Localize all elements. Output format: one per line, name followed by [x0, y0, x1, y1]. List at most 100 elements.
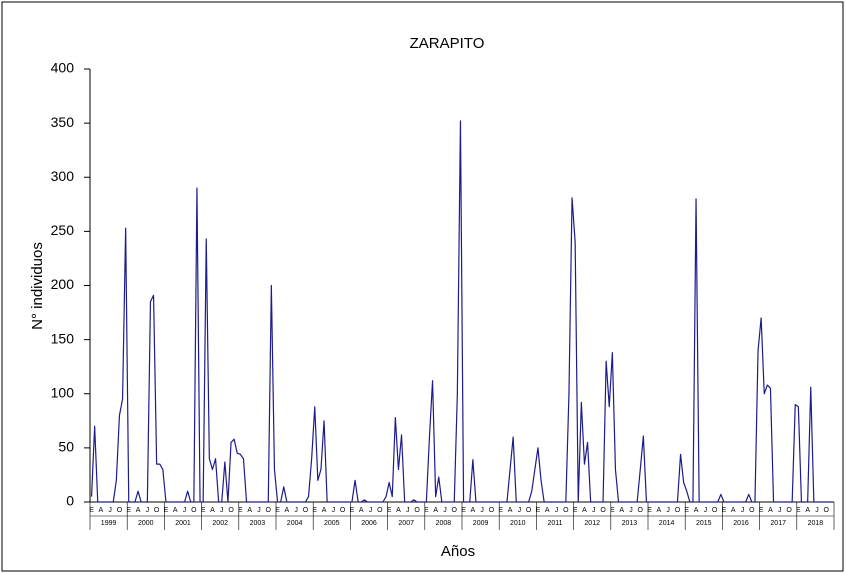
x-tick-label: J [332, 507, 336, 514]
x-tick-label: A [731, 507, 736, 514]
x-tick-label: J [108, 507, 112, 514]
chart-title: ZARAPITO [410, 35, 485, 52]
year-label: 2017 [770, 520, 786, 527]
x-tick-label: J [704, 507, 708, 514]
year-label: 2007 [398, 520, 414, 527]
x-tick-label: E [759, 507, 764, 514]
x-tick-label: A [136, 507, 141, 514]
x-tick-label: O [824, 507, 830, 514]
x-tick-label: E [647, 507, 652, 514]
y-tick-label: 400 [51, 60, 75, 76]
x-tick-label: A [322, 507, 327, 514]
x-tick-label: E [722, 507, 727, 514]
x-tick-label: O [638, 507, 644, 514]
year-label: 2013 [622, 520, 638, 527]
x-tick-label: A [99, 507, 104, 514]
x-tick-label: A [359, 507, 364, 514]
x-tick-label: A [396, 507, 401, 514]
x-tick-label: O [749, 507, 755, 514]
x-tick-label: E [424, 507, 429, 514]
year-label: 2003 [250, 520, 266, 527]
year-label: 2004 [287, 520, 303, 527]
x-tick-label: O [154, 507, 160, 514]
x-tick-label: O [563, 507, 569, 514]
x-tick-label: O [526, 507, 532, 514]
x-tick-label: A [768, 507, 773, 514]
x-tick-label: J [294, 507, 298, 514]
y-tick-label: 100 [51, 384, 75, 400]
x-tick-label: O [266, 507, 272, 514]
x-tick-label: E [387, 507, 392, 514]
x-axis-label: Años [441, 543, 475, 560]
x-tick-label: O [340, 507, 346, 514]
year-label: 2018 [808, 520, 824, 527]
x-tick-label: J [443, 507, 447, 514]
x-tick-label: O [452, 507, 458, 514]
x-tick-label: A [247, 507, 252, 514]
x-tick-label: A [210, 507, 215, 514]
x-tick-label: E [126, 507, 131, 514]
y-axis-label: N° individuos [29, 242, 46, 330]
year-label: 2014 [659, 520, 675, 527]
x-tick-label: J [406, 507, 410, 514]
x-tick-label: A [285, 507, 290, 514]
y-tick-label: 250 [51, 222, 75, 238]
x-tick-label: J [257, 507, 261, 514]
x-tick-label: E [312, 507, 317, 514]
x-tick-label: A [433, 507, 438, 514]
y-tick-label: 350 [51, 114, 75, 130]
x-tick-label: A [657, 507, 662, 514]
y-tick-label: 200 [51, 276, 75, 292]
x-tick-label: E [350, 507, 355, 514]
year-label: 2015 [696, 520, 712, 527]
year-label: 2002 [212, 520, 228, 527]
x-tick-label: A [805, 507, 810, 514]
year-label: 2012 [584, 520, 600, 527]
x-tick-label: J [778, 507, 782, 514]
y-tick-label: 150 [51, 330, 75, 346]
x-tick-label: J [741, 507, 745, 514]
year-label: 2006 [361, 520, 377, 527]
x-tick-label: A [619, 507, 624, 514]
x-tick-label: E [89, 507, 94, 514]
x-tick-label: E [164, 507, 169, 514]
x-tick-label: E [684, 507, 689, 514]
x-tick-label: J [815, 507, 819, 514]
year-label: 2011 [547, 520, 562, 527]
x-tick-label: O [228, 507, 234, 514]
x-tick-label: E [536, 507, 541, 514]
x-tick-label: E [201, 507, 206, 514]
x-tick-label: O [414, 507, 420, 514]
x-tick-label: J [220, 507, 224, 514]
x-tick-label: E [573, 507, 578, 514]
x-tick-label: O [191, 507, 197, 514]
y-tick-label: 0 [66, 493, 74, 509]
x-tick-label: J [480, 507, 484, 514]
x-tick-label: E [498, 507, 503, 514]
x-tick-label: O [377, 507, 383, 514]
x-tick-label: O [712, 507, 718, 514]
x-tick-label: J [666, 507, 670, 514]
x-tick-label: O [117, 507, 123, 514]
x-tick-label: O [303, 507, 309, 514]
x-tick-label: A [173, 507, 178, 514]
year-label: 2001 [175, 520, 191, 527]
x-tick-label: J [555, 507, 559, 514]
x-tick-label: E [238, 507, 243, 514]
year-label: 1999 [101, 520, 117, 527]
x-tick-label: O [489, 507, 495, 514]
year-label: 2008 [436, 520, 452, 527]
x-tick-label: J [518, 507, 522, 514]
x-tick-label: O [786, 507, 792, 514]
x-tick-label: A [471, 507, 476, 514]
year-label: 2016 [733, 520, 749, 527]
x-tick-label: A [545, 507, 550, 514]
x-tick-label: E [461, 507, 466, 514]
x-tick-label: A [582, 507, 587, 514]
x-tick-label: J [183, 507, 187, 514]
x-tick-label: O [675, 507, 681, 514]
x-tick-label: E [610, 507, 615, 514]
x-tick-label: J [369, 507, 373, 514]
